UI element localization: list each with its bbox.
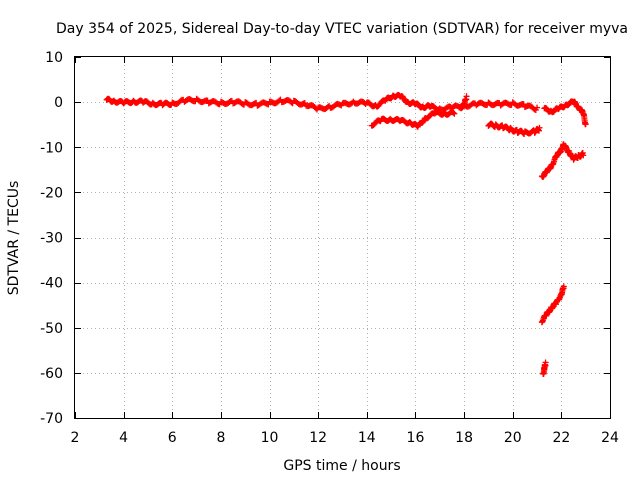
series-segment: [485, 120, 543, 138]
y-tick-label: 10: [45, 50, 63, 66]
data-point: [450, 109, 457, 116]
x-tick-label: 4: [119, 430, 128, 446]
x-tick-label: 22: [552, 430, 570, 446]
data-point: [580, 152, 587, 159]
data-point: [451, 110, 458, 117]
series-segment: [538, 141, 587, 180]
x-tick-label: 8: [216, 430, 225, 446]
grid: [75, 57, 610, 418]
x-tick-label: 2: [71, 430, 80, 446]
plot-frame: [74, 56, 611, 419]
series-segment: [456, 93, 470, 112]
series-segment: [538, 283, 567, 326]
x-tick-label: 10: [261, 430, 279, 446]
series-segment: [541, 98, 589, 128]
y-tick-label: -60: [40, 366, 63, 382]
y-tick-label: 0: [54, 95, 63, 111]
x-tick-labels: 2 4 6 8 10 12 14 16 18 20 22 24: [71, 430, 619, 446]
x-tick-label: 14: [358, 430, 376, 446]
series-segment: [540, 359, 549, 377]
data-points: [103, 91, 589, 377]
y-tick-label: -40: [40, 276, 63, 292]
data-point: [560, 283, 567, 290]
data-point: [582, 121, 589, 128]
y-tick-label: -20: [40, 185, 63, 201]
y-tick-label: -30: [40, 231, 63, 247]
x-tick-label: 6: [168, 430, 177, 446]
x-tick-label: 12: [309, 430, 327, 446]
chart-title: Day 354 of 2025, Sidereal Day-to-day VTE…: [56, 21, 628, 37]
y-tick-label: -50: [40, 321, 63, 337]
x-tick-label: 24: [601, 430, 619, 446]
data-point: [419, 119, 426, 126]
x-tick-label: 16: [407, 430, 425, 446]
y-tick-labels: 10 0 -10 -20 -30 -40 -50 -60 -70: [40, 50, 63, 427]
data-point: [463, 93, 470, 100]
x-tick-label: 20: [504, 430, 522, 446]
data-point: [542, 359, 549, 366]
y-tick-label: -10: [40, 140, 63, 156]
data-point: [536, 124, 543, 131]
y-tick-label: -70: [40, 411, 63, 427]
x-axis-label: GPS time / hours: [283, 458, 400, 474]
y-axis-label: SDTVAR / TECUs: [6, 181, 22, 296]
series-segment: [103, 91, 541, 113]
axis-ticks: [75, 57, 611, 419]
x-tick-label: 18: [455, 430, 473, 446]
data-point: [534, 104, 541, 111]
data-point: [301, 99, 308, 106]
series-segment: [368, 109, 458, 130]
